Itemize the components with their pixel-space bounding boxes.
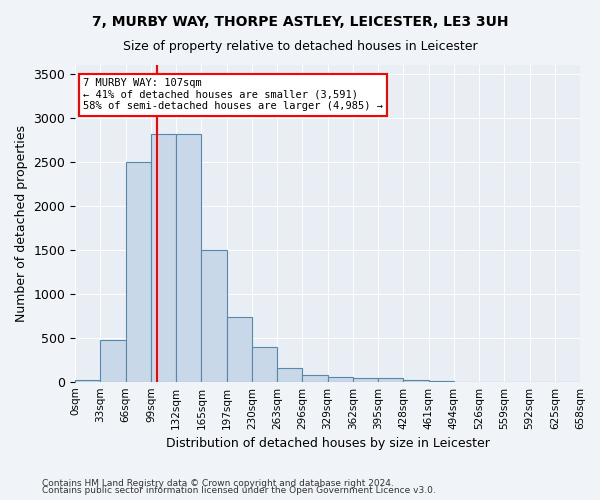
Bar [328,378,353,382]
Bar [202,250,227,382]
Y-axis label: Number of detached properties: Number of detached properties [15,125,28,322]
Text: 7, MURBY WAY, THORPE ASTLEY, LEICESTER, LE3 3UH: 7, MURBY WAY, THORPE ASTLEY, LEICESTER, … [92,15,508,29]
Bar [151,134,176,382]
Bar [176,134,202,382]
Bar [277,368,302,382]
Bar [125,162,151,382]
Bar [75,380,100,382]
Bar [302,375,328,382]
Text: Contains HM Land Registry data © Crown copyright and database right 2024.: Contains HM Land Registry data © Crown c… [42,478,394,488]
Bar [378,378,403,382]
Bar [252,348,277,382]
Bar [227,316,252,382]
X-axis label: Distribution of detached houses by size in Leicester: Distribution of detached houses by size … [166,437,490,450]
Text: 7 MURBY WAY: 107sqm
← 41% of detached houses are smaller (3,591)
58% of semi-det: 7 MURBY WAY: 107sqm ← 41% of detached ho… [83,78,383,112]
Bar [403,380,428,382]
Text: Size of property relative to detached houses in Leicester: Size of property relative to detached ho… [122,40,478,53]
Bar [100,340,125,382]
Text: Contains public sector information licensed under the Open Government Licence v3: Contains public sector information licen… [42,486,436,495]
Bar [353,378,378,382]
